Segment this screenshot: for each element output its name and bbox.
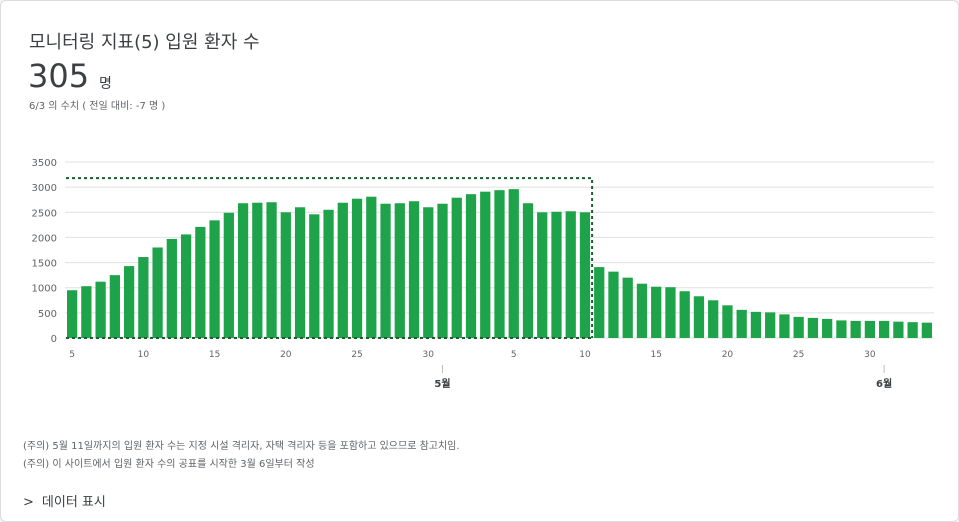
- bar: [708, 300, 719, 338]
- note-2: (주의) 이 사이트에서 입원 환자 수의 공표를 시작한 3월 6일부터 작성: [23, 459, 315, 470]
- show-data-label: 데이터 표시: [41, 495, 106, 510]
- bar: [693, 296, 705, 338]
- bar: [451, 197, 462, 338]
- x-tick-label: 20: [280, 350, 292, 360]
- bar: [423, 207, 434, 338]
- x-tick-label: 25: [793, 350, 804, 360]
- y-tick-label: 1500: [32, 259, 57, 270]
- bar: [537, 212, 548, 338]
- bar: [138, 257, 149, 338]
- bar: [166, 238, 177, 338]
- bar: [152, 247, 163, 338]
- inpatient-bar-chart: 3500 3000 2500 2000 1500 1000 500 0 5 10 15 20 25 30 5…: [32, 158, 934, 390]
- bar: [408, 201, 420, 338]
- bar: [337, 202, 348, 338]
- bar: [636, 283, 648, 338]
- bar: [309, 214, 320, 338]
- bar: [522, 203, 534, 338]
- bar: [66, 290, 78, 338]
- bar: [351, 198, 363, 338]
- bar: [366, 196, 377, 338]
- y-tick-label: 3500: [32, 158, 57, 169]
- x-tick-label: 5: [69, 350, 75, 360]
- bar: [765, 312, 776, 338]
- x-tick-label: 30: [864, 350, 876, 360]
- value-unit: 명: [99, 76, 112, 92]
- bar: [237, 203, 249, 338]
- bar: [223, 212, 234, 338]
- bar: [551, 211, 562, 338]
- show-data-toggle[interactable]: > 데이터 표시: [23, 491, 106, 510]
- page-title: 모니터링 지표(5) 입원 환자 수: [29, 32, 260, 53]
- x-tick-label: 30: [423, 350, 435, 360]
- bar: [95, 281, 106, 338]
- bar: [380, 203, 391, 338]
- y-tick-label: 2000: [32, 233, 57, 244]
- y-tick-label: 1000: [32, 284, 57, 295]
- bar: [722, 305, 733, 338]
- reference-line: [66, 177, 594, 338]
- bar: [750, 311, 762, 338]
- month-label: 5월: [434, 378, 450, 390]
- month-label: 6월: [876, 378, 892, 390]
- bar: [565, 211, 576, 338]
- x-tick-label: 20: [722, 350, 734, 360]
- bar: [508, 189, 519, 338]
- bar: [864, 320, 876, 338]
- bar: [736, 309, 747, 338]
- x-tick-label: 15: [650, 350, 661, 360]
- bar: [323, 209, 334, 338]
- bar: [651, 286, 662, 338]
- bar: [123, 266, 135, 338]
- chevron-right-icon: >: [23, 495, 34, 510]
- bar: [394, 203, 405, 338]
- bar: [836, 320, 847, 338]
- x-tick-label: 5: [511, 350, 517, 360]
- bar: [665, 287, 676, 338]
- bar: [893, 321, 904, 338]
- bar: [81, 286, 92, 338]
- value-subtitle: 6/3 의 수치 ( 전일 대비: -7 명 ): [29, 101, 166, 112]
- bar: [494, 190, 505, 338]
- bar: [622, 277, 633, 338]
- note-1: (주의) 5월 11일까지의 입원 환자 수는 지정 시설 격리자, 자택 격리…: [23, 441, 460, 452]
- x-tick-label: 10: [138, 350, 150, 360]
- y-tick-label: 2500: [32, 208, 57, 219]
- x-tick-label: 10: [579, 350, 591, 360]
- bar: [266, 202, 277, 338]
- bar: [579, 212, 591, 338]
- bar: [252, 202, 263, 338]
- notes: (주의) 5월 11일까지의 입원 환자 수는 지정 시설 격리자, 자택 격리…: [23, 438, 460, 474]
- bar: [679, 291, 690, 338]
- current-value: 305: [28, 57, 90, 95]
- y-tick-label: 0: [51, 334, 57, 345]
- bar: [822, 318, 833, 338]
- bar: [437, 203, 448, 338]
- bar: [209, 220, 220, 338]
- bar: [109, 275, 120, 338]
- bar: [850, 320, 861, 338]
- x-tick-label: 25: [351, 350, 362, 360]
- bar: [907, 322, 918, 338]
- bar: [480, 191, 491, 338]
- y-tick-label: 3000: [32, 183, 57, 194]
- bar: [195, 226, 206, 338]
- bar: [294, 207, 306, 338]
- bar: [608, 271, 619, 338]
- y-tick-label: 500: [38, 309, 57, 320]
- bar: [807, 317, 819, 338]
- bar: [779, 314, 790, 338]
- bar: [465, 194, 477, 338]
- x-tick-label: 15: [209, 350, 220, 360]
- bar: [793, 316, 804, 338]
- bar: [280, 212, 291, 338]
- bar: [921, 322, 933, 338]
- bar: [879, 320, 890, 338]
- bar: [594, 267, 605, 338]
- bar: [180, 234, 192, 338]
